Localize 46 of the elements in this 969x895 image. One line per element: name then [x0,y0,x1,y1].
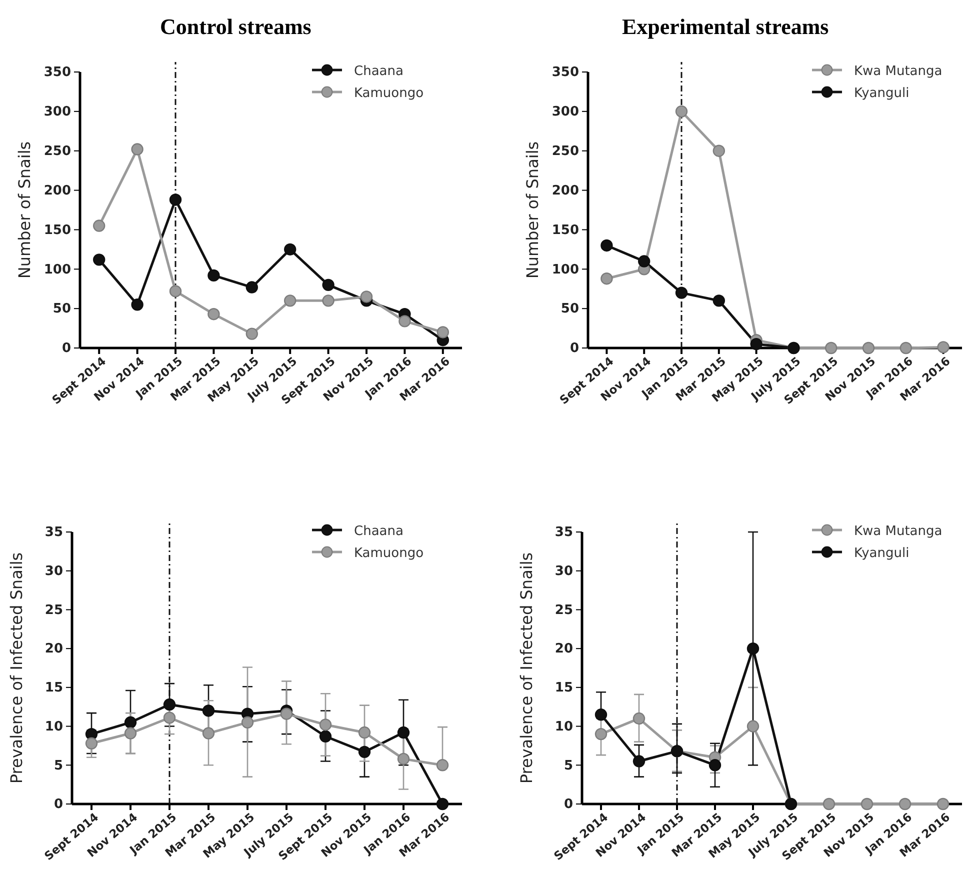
y-tick-label: 35 [554,525,573,540]
y-tick-label: 20 [44,642,63,657]
y-tick-label: 30 [44,564,63,580]
y-axis-title: Number of Snails [15,141,34,279]
y-axis-title: Number of Snails [523,141,542,279]
chart-title: Experimental streams [622,14,830,39]
y-tick-label: 350 [552,65,579,80]
y-tick-label: 200 [44,183,71,198]
y-tick-label: 50 [560,302,579,317]
legend-label: Kyanguli [854,546,910,561]
y-tick-label: 0 [564,797,573,812]
legend-label: Kamuongo [354,546,424,561]
y-tick-label: 5 [564,758,573,774]
y-tick-label: 15 [554,680,573,696]
y-tick-label: 0 [62,341,71,356]
y-tick-label: 15 [44,680,63,696]
legend-label: Kyanguli [854,86,910,101]
legend-label: Kwa Mutanga [854,64,942,79]
legend-label: Chaana [354,524,404,539]
legend-label: Kamuongo [354,86,424,101]
y-tick-label: 150 [552,222,579,238]
y-tick-label: 50 [52,302,71,317]
y-tick-label: 150 [44,222,71,238]
y-tick-label: 25 [554,602,573,618]
y-tick-label: 35 [44,525,63,540]
y-axis-title: Prevalence of Infected Snails [517,552,536,784]
y-tick-label: 350 [44,65,71,80]
y-tick-label: 25 [44,602,63,618]
y-tick-label: 300 [44,104,71,120]
y-axis-title: Prevalence of Infected Snails [7,552,26,784]
legend-label: Kwa Mutanga [854,524,942,539]
y-tick-label: 0 [54,797,63,812]
y-tick-label: 250 [44,144,71,160]
y-tick-label: 200 [552,183,579,198]
y-tick-label: 100 [44,262,71,278]
y-tick-label: 100 [552,262,579,278]
legend-label: Chaana [354,64,404,79]
y-tick-label: 0 [570,341,579,356]
y-tick-label: 30 [554,564,573,580]
y-tick-label: 10 [44,719,63,734]
chart-title: Control streams [160,14,312,39]
y-tick-label: 300 [552,104,579,120]
y-tick-label: 10 [554,719,573,734]
y-tick-label: 5 [54,758,63,774]
y-tick-label: 20 [554,642,573,657]
y-tick-label: 250 [552,144,579,160]
